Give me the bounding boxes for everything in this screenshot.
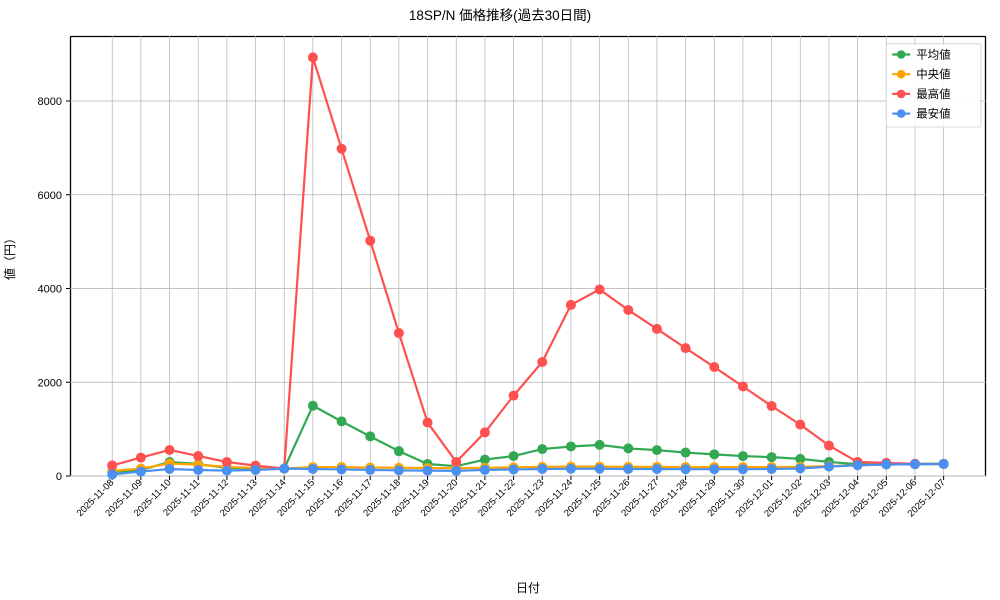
svg-text:日付: 日付	[516, 581, 540, 595]
svg-text:最高値: 最高値	[916, 87, 951, 101]
svg-text:18SP/N 価格推移(過去30日間): 18SP/N 価格推移(過去30日間)	[409, 8, 591, 23]
svg-text:平均値: 平均値	[916, 49, 951, 62]
svg-text:6000: 6000	[38, 190, 62, 202]
svg-text:0: 0	[56, 471, 62, 483]
svg-text:8000: 8000	[38, 96, 62, 108]
svg-text:2000: 2000	[38, 377, 62, 389]
svg-text:最安値: 最安値	[916, 107, 951, 121]
svg-text:中央値: 中央値	[916, 68, 951, 81]
svg-text:4000: 4000	[38, 284, 62, 296]
svg-text:値（円）: 値（円）	[2, 232, 17, 280]
